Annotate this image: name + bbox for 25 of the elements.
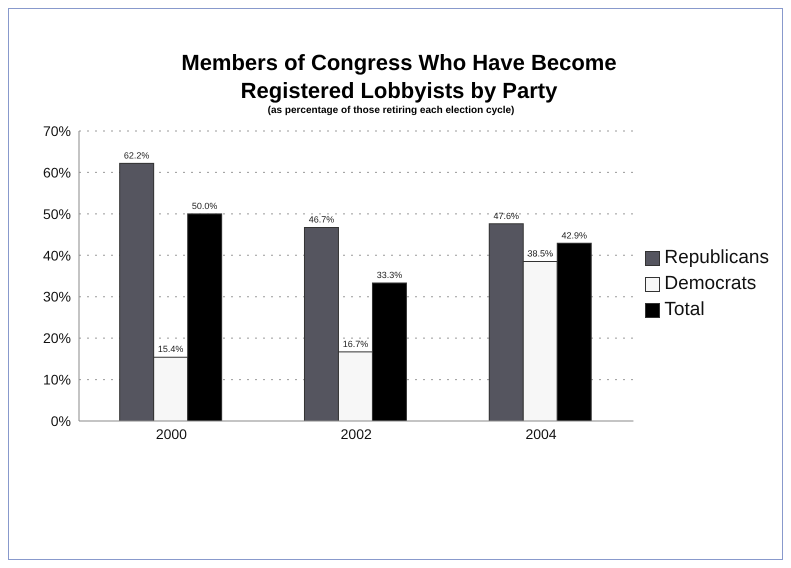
x-tick-label: 2002 [340, 426, 372, 442]
data-label: 16.7% [342, 338, 368, 349]
data-label: 47.6% [494, 210, 520, 221]
x-tick-label: 2000 [156, 426, 188, 442]
data-label: 46.7% [308, 214, 334, 225]
data-label: 42.9% [562, 230, 588, 240]
legend-label: Republicans [664, 247, 769, 269]
data-label: 62.2% [124, 150, 150, 160]
legend-label: Democrats [664, 273, 756, 295]
y-tick-label: 70% [42, 122, 71, 139]
y-tick-label: 40% [42, 247, 71, 264]
x-tick-label: 2004 [525, 426, 557, 442]
data-label: 15.4% [158, 344, 184, 354]
chart-title: Members of Congress Who Have Become Registered Lobbyists by Party [180, 49, 618, 105]
data-label: 38.5% [528, 248, 554, 258]
legend-label: Total [664, 299, 705, 321]
y-tick-label: 20% [42, 330, 71, 346]
y-tick-label: 60% [42, 164, 71, 180]
y-tick-label: 50% [42, 206, 71, 222]
y-tick-label: 30% [42, 288, 71, 305]
data-label: 33.3% [376, 270, 402, 280]
chart-subtitle: (as percentage of those retiring each election cycle) [266, 105, 516, 116]
data-label: 50.0% [192, 200, 218, 211]
y-tick-label: 10% [42, 372, 71, 388]
y-tick-label: 0% [50, 412, 71, 429]
